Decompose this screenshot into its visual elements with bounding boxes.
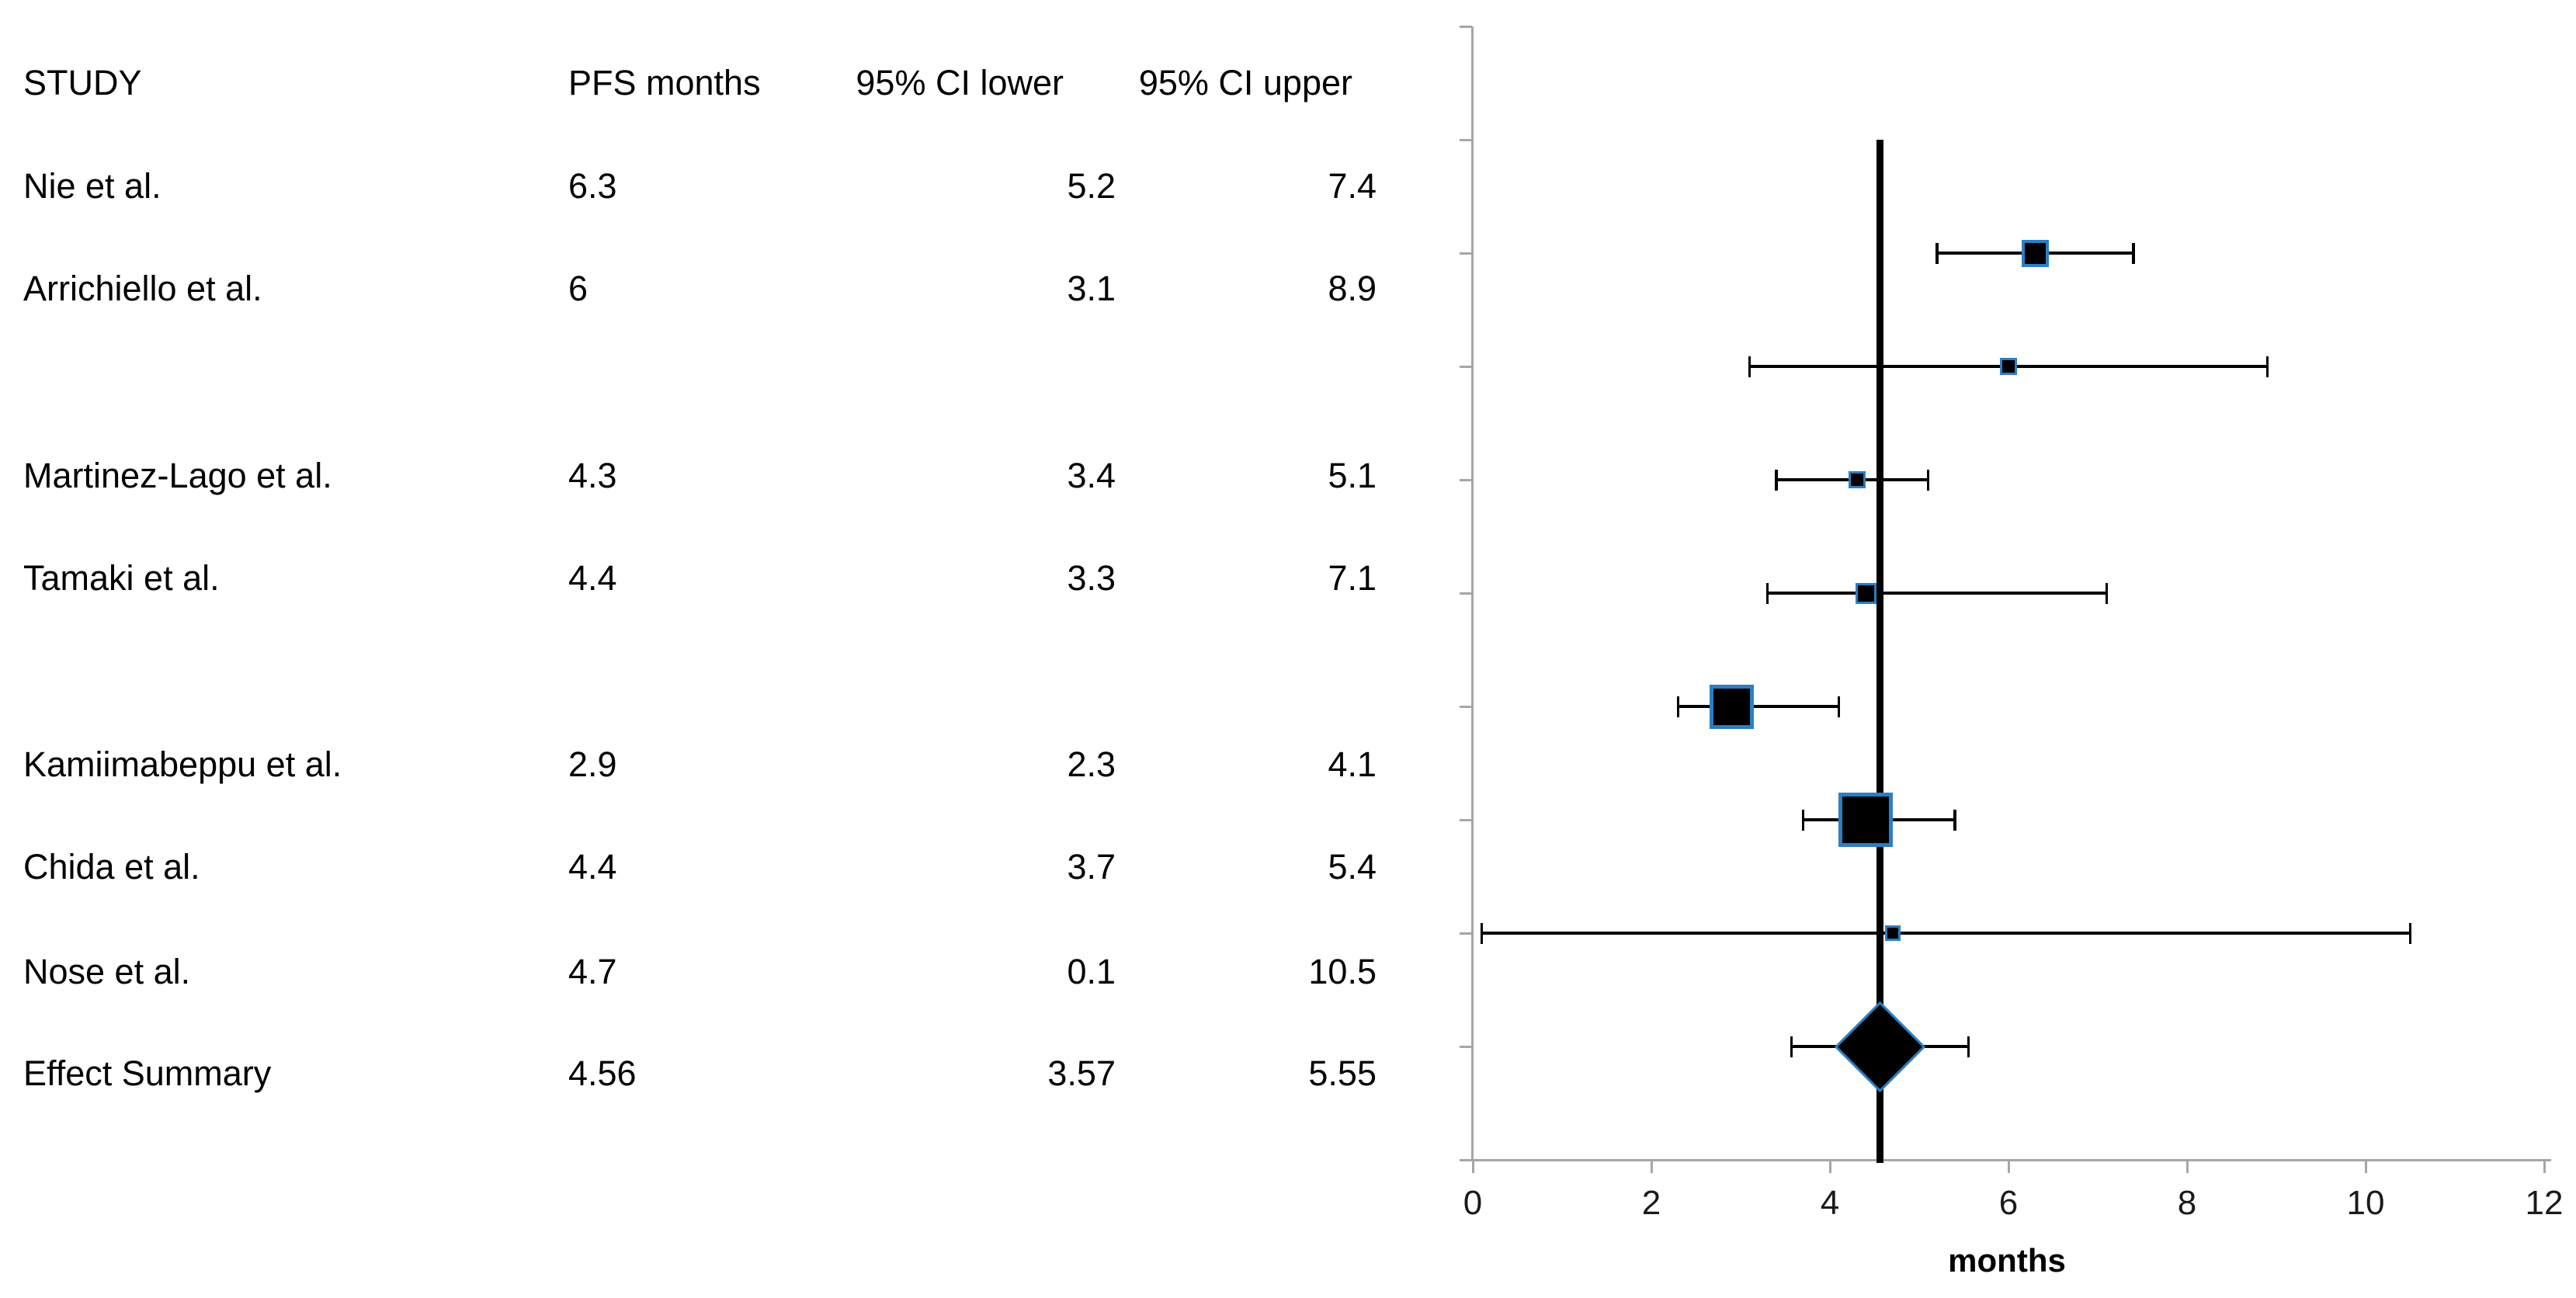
y-axis-tick (1460, 592, 1472, 595)
error-bar-cap (1748, 356, 1751, 377)
error-bar-cap (1967, 1036, 1970, 1057)
x-axis-tick (1471, 1160, 1474, 1173)
study-marker (1855, 582, 1876, 604)
error-bar-cap (1480, 922, 1484, 944)
error-bar-cap (1953, 809, 1956, 831)
table-row-ci-upper: 5.4 (1328, 847, 1377, 887)
table-row-ci-lower: 3.4 (1067, 456, 1116, 495)
col-header-study: STUDY (23, 63, 142, 102)
study-marker (1710, 684, 1754, 729)
study-marker (2000, 358, 2017, 375)
table-row-ci-lower: 3.3 (1067, 558, 1116, 598)
x-axis-tick (2007, 1160, 2010, 1173)
table-row-study-name: Effect Summary (23, 1053, 272, 1093)
error-bar-cap (1926, 469, 1930, 491)
y-axis-tick (1460, 932, 1472, 935)
table-row-ci-upper: 8.9 (1328, 269, 1377, 308)
x-axis-tick (2543, 1160, 2546, 1173)
table-row-ci-lower: 3.7 (1067, 847, 1116, 887)
x-axis-tick (2185, 1160, 2189, 1173)
y-axis-tick (1460, 138, 1472, 141)
error-bar-cap (1790, 1036, 1793, 1057)
table-row-study-name: Martinez-Lago et al. (23, 456, 332, 495)
error-bar (1767, 592, 2107, 595)
y-axis-tick (1460, 478, 1472, 481)
table-row-pfs-value: 6.3 (568, 166, 617, 206)
x-axis-label: months (1948, 1242, 2066, 1279)
error-bar (1481, 932, 2411, 935)
table-row-pfs-value: 6 (568, 269, 588, 308)
table-row-ci-upper: 7.1 (1328, 558, 1377, 598)
table-row-study-name: Arrichiello et al. (23, 269, 262, 308)
x-tick-label: 4 (1820, 1184, 1840, 1222)
table-row-pfs-value: 2.9 (568, 744, 617, 784)
table-row-pfs-value: 4.3 (568, 456, 617, 495)
y-axis-tick (1460, 1045, 1472, 1048)
error-bar-cap (1935, 242, 1939, 264)
table-row-ci-upper: 10.5 (1308, 952, 1377, 991)
table-row-ci-upper: 4.1 (1328, 744, 1377, 784)
table-row-ci-lower: 3.1 (1067, 269, 1116, 308)
study-marker (1848, 471, 1866, 488)
table-row-study-name: Nose et al. (23, 952, 191, 991)
table-row-study-name: Nie et al. (23, 166, 161, 206)
summary-effect-line (1876, 140, 1883, 1163)
table-row-pfs-value: 4.4 (568, 847, 617, 887)
table-row-ci-lower: 0.1 (1067, 952, 1116, 991)
x-tick-label: 0 (1463, 1184, 1483, 1222)
y-axis-line (1470, 26, 1474, 1160)
table-row-ci-upper: 5.1 (1328, 456, 1377, 495)
table-row-ci-lower: 3.57 (1047, 1053, 1116, 1093)
table-row-ci-upper: 7.4 (1328, 166, 1377, 206)
table-row-study-name: Kamiimabeppu et al. (23, 744, 342, 784)
col-header-ci-upper: 95% CI upper (1138, 63, 1352, 102)
y-axis-tick (1460, 25, 1472, 28)
table-row-pfs-value: 4.56 (568, 1053, 637, 1093)
error-bar-cap (2132, 242, 2135, 264)
x-tick-label: 6 (1998, 1184, 2019, 1222)
x-axis-line (1460, 1158, 2551, 1161)
error-bar-cap (2408, 922, 2412, 944)
error-bar-cap (1801, 809, 1805, 831)
error-bar-cap (1775, 469, 1778, 491)
x-tick-label: 2 (1641, 1184, 1661, 1222)
table-row-pfs-value: 4.7 (568, 952, 617, 991)
table-row-study-name: Chida et al. (23, 847, 200, 887)
x-axis-tick (1650, 1160, 1653, 1173)
x-tick-label: 8 (2177, 1184, 2197, 1222)
y-axis-tick (1460, 818, 1472, 821)
y-axis-tick (1460, 252, 1472, 255)
error-bar-cap (2105, 582, 2109, 604)
error-bar (1678, 705, 1839, 708)
error-bar-cap (1837, 696, 1841, 717)
y-axis-tick (1460, 705, 1472, 708)
error-bar-cap (2265, 356, 2269, 377)
col-header-ci-lower: 95% CI lower (856, 63, 1064, 102)
table-row-ci-upper: 5.55 (1308, 1053, 1377, 1093)
study-marker (1838, 793, 1893, 847)
table-row-ci-lower: 5.2 (1067, 166, 1116, 206)
error-bar-cap (1765, 582, 1769, 604)
y-axis-tick (1460, 365, 1472, 368)
table-row-pfs-value: 4.4 (568, 558, 617, 598)
col-header-pfs: PFS months (568, 63, 761, 102)
error-bar-cap (1676, 696, 1680, 717)
study-marker (1884, 925, 1901, 941)
study-marker (2022, 239, 2049, 267)
x-tick-label: 10 (2346, 1184, 2385, 1222)
x-axis-tick (1828, 1160, 1831, 1173)
x-tick-label: 12 (2525, 1184, 2564, 1222)
summary-diamond-marker (1834, 1001, 1926, 1092)
x-axis-tick (2364, 1160, 2367, 1173)
table-row-ci-lower: 2.3 (1067, 744, 1116, 784)
table-row-study-name: Tamaki et al. (23, 558, 220, 598)
